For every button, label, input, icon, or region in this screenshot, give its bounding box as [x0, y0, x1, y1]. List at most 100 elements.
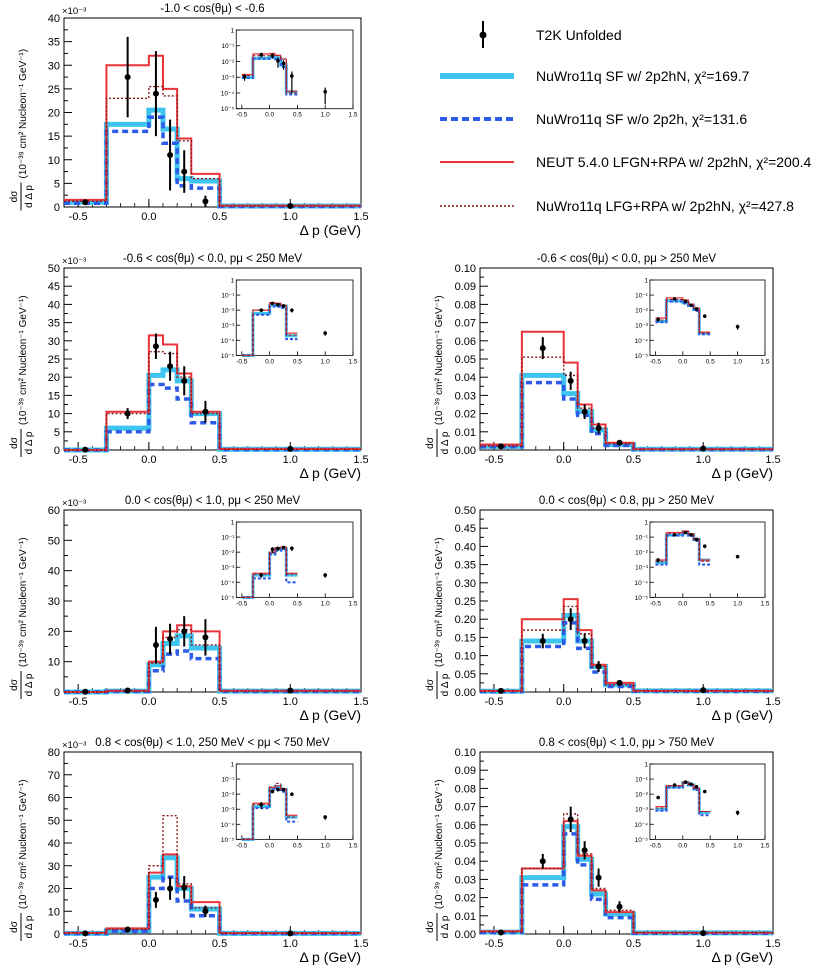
y-label-denominator: d Δ p: [440, 673, 451, 696]
data-point: [567, 377, 574, 384]
y-tick-label: 30: [48, 596, 60, 608]
inset-x-tick-label: -0.5: [236, 358, 248, 365]
inset-x-tick-label: 1.5: [760, 358, 769, 365]
y-tick-label: 0.03: [455, 874, 476, 886]
series-neut: [64, 54, 361, 207]
inset-y-tick-label: 10⁻³: [221, 807, 235, 814]
data-point: [616, 439, 623, 446]
inset-x-tick-label: 1.0: [321, 358, 330, 365]
data-point: [567, 616, 574, 623]
panel-p6: 0.8 < cos(θμ) < 1.0, 250 MeV < pμ < 750 …: [9, 737, 369, 965]
x-tick-label: 1.5: [353, 211, 368, 223]
x-tick-label: -0.5: [69, 211, 88, 223]
x-tick-label: 0.0: [141, 211, 156, 223]
inset-data-point: [259, 802, 264, 807]
inset-x-tick-label: 0.0: [265, 600, 274, 607]
y-tick-label: 45: [48, 281, 60, 293]
y-label-numerator: dσ: [9, 920, 20, 933]
data-point: [124, 410, 131, 417]
data-point: [82, 930, 89, 937]
x-tick-label: -0.5: [484, 454, 503, 466]
inset-x-tick-label: -0.5: [650, 600, 662, 607]
inset-y-tick-label: 10⁻¹: [221, 535, 235, 542]
inset-y-tick-label: 10⁻⁵: [635, 837, 649, 844]
data-point: [202, 634, 209, 641]
data-point: [581, 408, 588, 415]
inset-y-tick-label: 10⁻⁴: [634, 338, 648, 345]
data-point: [181, 884, 188, 891]
data-point: [287, 687, 294, 694]
inset-data-point: [694, 307, 699, 311]
inset-series-lfg: [655, 530, 711, 562]
inset-y-tick-label: 10⁻⁴: [634, 580, 648, 587]
x-tick-label: 0.0: [556, 938, 571, 950]
data-point: [202, 198, 209, 205]
x-tick-label: 1.5: [765, 454, 780, 466]
x-tick-label: 0.0: [141, 938, 156, 950]
inset-y-tick-label: 10⁻⁴: [634, 822, 648, 829]
inset-y-tick-label: 10⁻³: [221, 75, 235, 82]
inset-data-point: [270, 789, 275, 794]
x-axis-label: Δ p (GeV): [712, 465, 773, 481]
y-axis-label: dσ d Δ p (10⁻³⁹ cm² Nucleon⁻¹ GeV⁻¹): [425, 537, 451, 699]
y-tick-label: 0.40: [455, 541, 476, 553]
y-tick-label: 0.30: [455, 578, 476, 590]
inset-x-tick-label: 1.5: [348, 358, 357, 365]
y-label-denominator: d Δ p: [24, 673, 35, 696]
y-tick-label: 40: [48, 838, 60, 850]
inset-x-tick-label: 0.5: [706, 842, 715, 849]
inset-x-tick-label: -0.5: [650, 842, 662, 849]
panel-p5: 0.0 < cos(θμ) < 0.8, pμ > 250 MeV 0.00 0.0…: [425, 495, 781, 723]
panel-p2: -0.6 < cos(θμ) < 0.0, pμ < 250 MeV051015…: [9, 253, 369, 481]
y-tick-label: 0.08: [455, 299, 476, 311]
data-point: [124, 74, 131, 81]
x-tick-label: 1.0: [696, 938, 711, 950]
inset-x-tick-label: 0.0: [265, 112, 274, 119]
x-axis-label: Δ p (GeV): [300, 707, 361, 723]
series-lfg: [480, 813, 773, 934]
y-axis-label: dσ d Δ p (10⁻³⁹ cm² Nucleon⁻¹ GeV⁻¹): [9, 295, 35, 457]
y-multiplier: ×10⁻³: [62, 256, 86, 267]
y-tick-label: 10: [48, 657, 60, 669]
y-tick-label: 0.45: [455, 523, 476, 535]
inset-frame: [649, 763, 766, 840]
panel-title: -0.6 < cos(θμ) < 0.0, pμ > 250 MeV: [537, 253, 716, 265]
legend-label-sfno: NuWro11q SF w/o 2p2h, χ²=131.6: [536, 111, 747, 127]
series-sf: [480, 372, 773, 452]
inset-y-tick-label: 10⁻³: [635, 565, 649, 572]
y-tick-label: 10: [48, 906, 60, 918]
inset-data-point: [683, 530, 688, 535]
y-tick-label: 30: [48, 60, 60, 72]
y-tick-label: 60: [48, 505, 60, 517]
inset-y-tick-label: 10⁻²: [221, 792, 235, 799]
y-tick-label: 0.02: [455, 409, 476, 421]
panel-p3: -0.6 < cos(θμ) < 0.0, pμ > 250 MeV 0.00 0.…: [425, 253, 781, 481]
x-tick-label: 1.0: [283, 938, 298, 950]
y-label-denominator: d Δ p: [24, 915, 35, 938]
data-point: [700, 930, 707, 937]
y-tick-label: 0: [54, 929, 60, 941]
y-tick-label: 70: [48, 770, 60, 782]
y-tick-label: 20: [48, 108, 60, 120]
y-tick-label: 0.09: [455, 281, 476, 293]
inset-x-tick-label: 1.5: [760, 600, 769, 607]
inset-data-point: [672, 297, 677, 301]
data-point: [567, 816, 574, 823]
inset-x-tick-label: 0.5: [706, 600, 715, 607]
y-label-numerator: dσ: [425, 436, 436, 449]
inset-x-tick-label: 0.0: [678, 600, 687, 607]
inset-data-point: [281, 787, 286, 792]
inset-data-point: [270, 53, 275, 58]
inset-x-tick-label: 1.5: [348, 600, 357, 607]
series-sf: [64, 367, 361, 453]
y-label-units: (10⁻³⁹ cm² Nucleon⁻¹ GeV⁻¹): [434, 295, 445, 425]
y-tick-label: 0.10: [455, 651, 476, 663]
data-point: [167, 885, 174, 892]
inset-data-point: [259, 308, 264, 312]
data-point: [595, 874, 602, 881]
y-tick-label: 10: [48, 155, 60, 167]
y-tick-label: 0.00: [455, 687, 476, 699]
y-tick-label: 5: [54, 178, 60, 190]
y-axis-label: dσ d Δ p (10⁻³⁹ cm² Nucleon⁻¹ GeV⁻¹): [9, 49, 35, 211]
inset-y-tick-label: 1: [644, 278, 648, 285]
